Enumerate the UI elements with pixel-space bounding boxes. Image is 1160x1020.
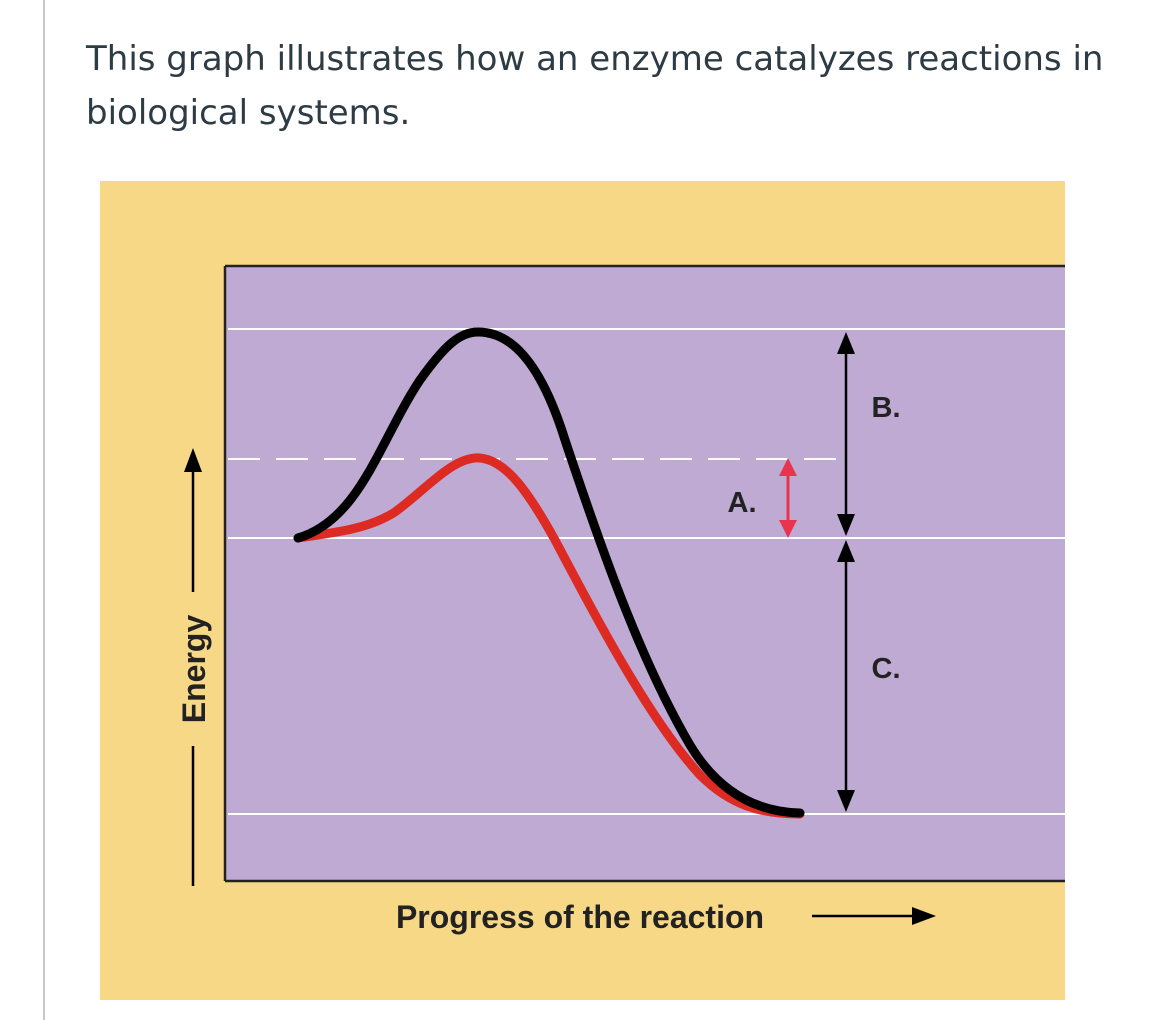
- label-c: C.: [872, 653, 901, 685]
- arrow-c: [837, 540, 855, 812]
- energy-axis-label: Energy: [176, 615, 212, 724]
- arrow-b: [837, 332, 855, 536]
- question-text: This graph illustrates how an enzyme cat…: [86, 39, 1104, 133]
- label-b: B.: [872, 392, 901, 424]
- energy-axis-arrowhead: [184, 448, 202, 472]
- arrow-a: [779, 458, 797, 538]
- content-panel-border: [43, 0, 1160, 1020]
- uncatalyzed-reaction-curve: [293, 327, 805, 818]
- label-a: A.: [728, 487, 757, 519]
- catalyzed-reaction-curve: [293, 453, 805, 819]
- plot-area: [225, 266, 1065, 880]
- progress-axis-arrowhead: [912, 907, 936, 925]
- progress-axis-label: Progress of the reaction: [396, 899, 764, 935]
